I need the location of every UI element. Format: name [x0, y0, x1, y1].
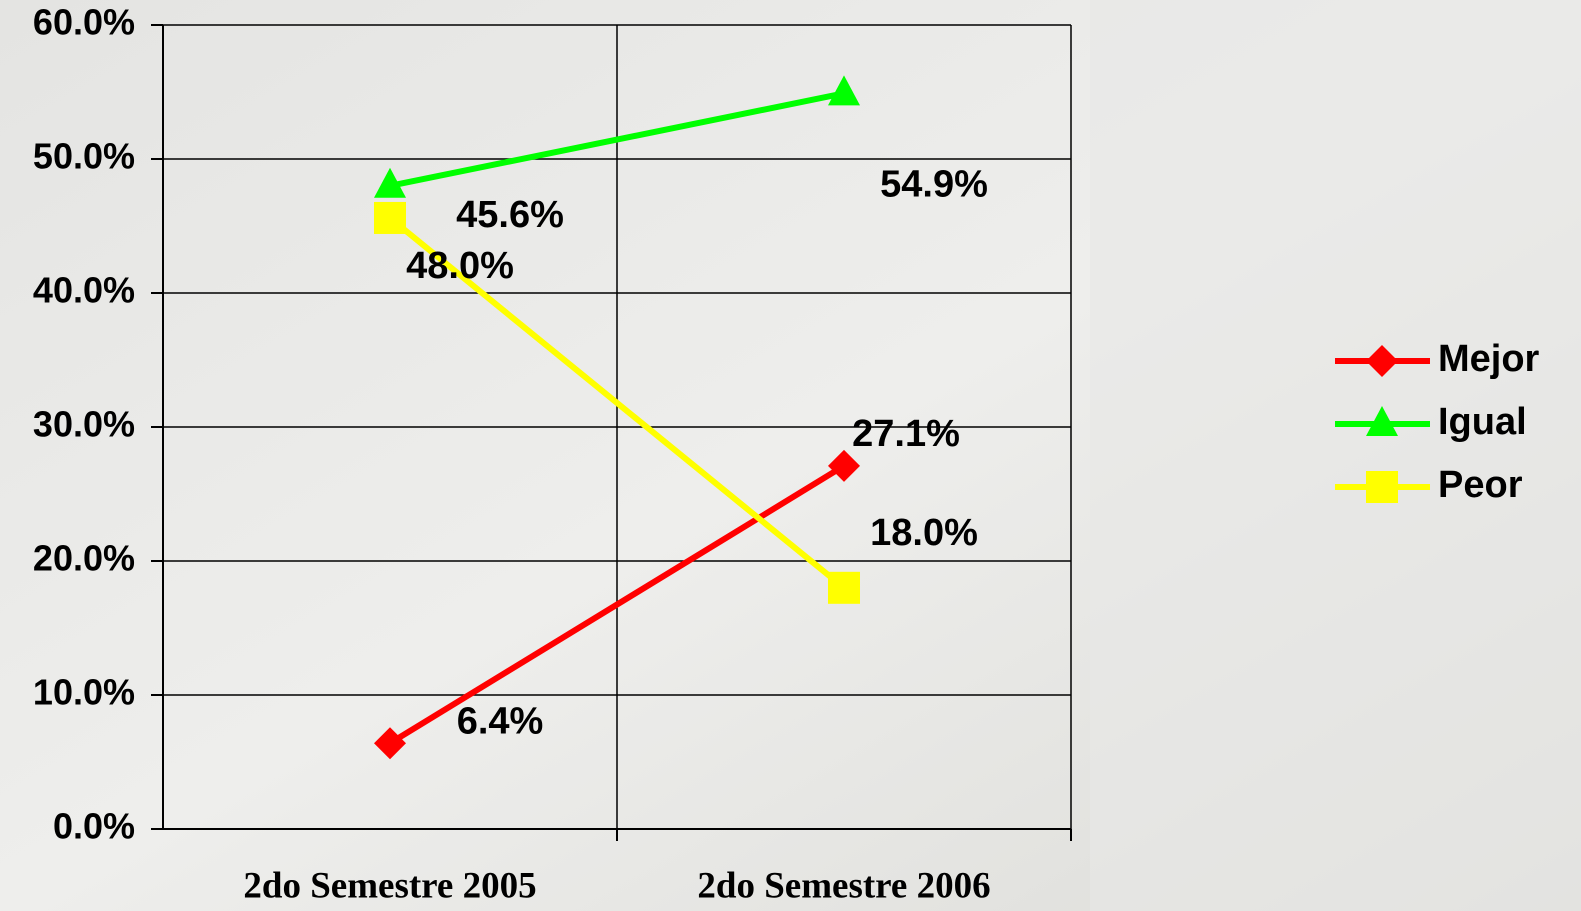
data-point	[374, 167, 406, 198]
legend-label: Igual	[1438, 401, 1527, 443]
data-point	[828, 449, 860, 482]
data-point	[828, 75, 860, 106]
y-tick-label: 0.0%	[53, 806, 135, 847]
data-label: 54.9%	[880, 163, 988, 205]
y-tick-label: 50.0%	[33, 136, 135, 177]
series-line	[389, 90, 845, 189]
legend-label: Mejor	[1438, 338, 1540, 380]
legend-marker	[1366, 471, 1398, 503]
legend-marker	[1366, 345, 1398, 377]
legend-label: Peor	[1438, 464, 1523, 506]
y-tick-label: 20.0%	[33, 538, 135, 579]
data-point	[828, 571, 860, 604]
data-label: 48.0%	[406, 245, 514, 287]
y-tick-label: 10.0%	[33, 672, 135, 713]
y-tick-label: 40.0%	[33, 270, 135, 311]
series-line	[388, 463, 846, 746]
x-tick-label: 2do Semestre 2005	[243, 865, 536, 906]
data-point	[374, 201, 406, 234]
data-label: 45.6%	[456, 194, 564, 236]
data-label: 18.0%	[870, 512, 978, 554]
data-point	[374, 727, 406, 760]
y-tick-label: 60.0%	[33, 2, 135, 43]
series-line	[388, 215, 846, 591]
y-tick-label: 30.0%	[33, 404, 135, 445]
legend-marker	[1366, 406, 1398, 436]
x-tick-label: 2do Semestre 2006	[697, 865, 990, 906]
background-panel	[1090, 0, 1581, 911]
data-label: 6.4%	[457, 700, 544, 742]
data-label: 27.1%	[852, 413, 960, 455]
